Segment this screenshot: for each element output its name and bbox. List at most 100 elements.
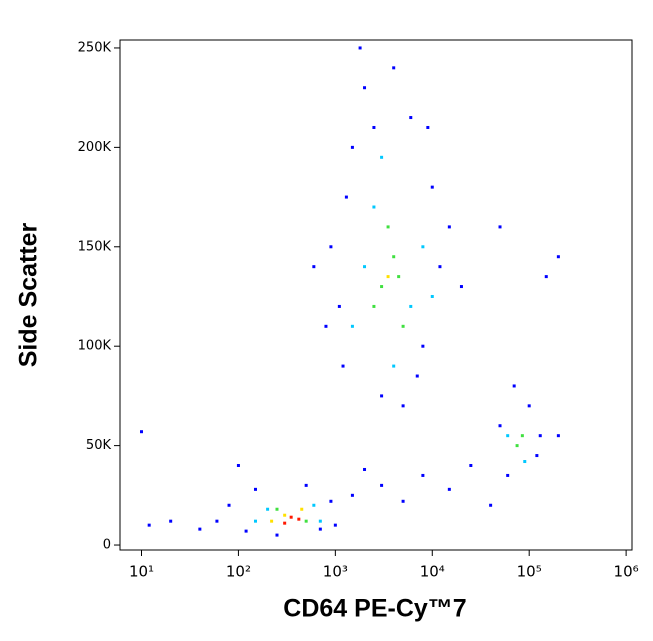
point bbox=[304, 483, 308, 487]
point bbox=[297, 517, 301, 521]
point bbox=[363, 467, 367, 471]
point bbox=[227, 503, 231, 507]
point bbox=[253, 519, 257, 523]
point bbox=[300, 507, 304, 511]
point bbox=[363, 86, 367, 90]
point bbox=[372, 205, 376, 209]
point bbox=[523, 460, 527, 464]
point bbox=[544, 275, 548, 279]
point bbox=[397, 275, 401, 279]
point bbox=[318, 519, 322, 523]
point bbox=[489, 503, 493, 507]
point bbox=[312, 265, 316, 269]
point bbox=[324, 324, 328, 328]
point bbox=[401, 499, 405, 503]
point bbox=[438, 265, 442, 269]
y-axis-title: Side Scatter bbox=[15, 222, 43, 367]
point bbox=[236, 463, 240, 467]
point bbox=[512, 384, 516, 388]
point bbox=[515, 444, 519, 448]
point bbox=[169, 519, 173, 523]
point bbox=[350, 493, 354, 497]
point bbox=[426, 125, 430, 129]
point bbox=[283, 513, 287, 517]
point bbox=[253, 487, 257, 491]
point bbox=[215, 519, 219, 523]
point bbox=[421, 344, 425, 348]
point bbox=[380, 394, 384, 398]
point bbox=[538, 434, 542, 438]
point bbox=[409, 116, 413, 120]
point bbox=[266, 507, 270, 511]
point bbox=[386, 225, 390, 229]
point bbox=[556, 255, 560, 259]
point bbox=[392, 255, 396, 259]
point bbox=[421, 473, 425, 477]
point bbox=[527, 404, 531, 408]
point bbox=[363, 265, 367, 269]
point bbox=[304, 519, 308, 523]
x-tick-label: 10¹ bbox=[129, 563, 154, 581]
point bbox=[415, 374, 419, 378]
point bbox=[409, 304, 413, 308]
point bbox=[556, 434, 560, 438]
point bbox=[198, 527, 202, 531]
x-tick-label: 10² bbox=[226, 563, 251, 581]
y-tick-label: 50K bbox=[86, 438, 112, 453]
x-tick-label: 10⁴ bbox=[420, 563, 445, 581]
point bbox=[506, 434, 510, 438]
point bbox=[392, 364, 396, 368]
point bbox=[401, 324, 405, 328]
point bbox=[447, 225, 451, 229]
x-tick-label: 10⁵ bbox=[517, 563, 542, 581]
point bbox=[459, 285, 463, 289]
y-tick-label: 200K bbox=[78, 140, 112, 155]
point bbox=[380, 285, 384, 289]
point bbox=[289, 515, 293, 519]
point bbox=[506, 473, 510, 477]
point bbox=[535, 454, 539, 458]
y-tick-label: 0 bbox=[103, 538, 111, 553]
y-tick-label: 100K bbox=[78, 339, 112, 354]
point bbox=[270, 519, 274, 523]
point bbox=[283, 521, 287, 525]
point bbox=[380, 483, 384, 487]
point bbox=[341, 364, 345, 368]
point bbox=[430, 185, 434, 189]
point bbox=[350, 145, 354, 149]
point bbox=[275, 533, 279, 537]
point bbox=[140, 430, 144, 434]
point bbox=[469, 463, 473, 467]
point bbox=[380, 155, 384, 159]
point bbox=[337, 304, 341, 308]
point bbox=[147, 523, 151, 527]
point bbox=[520, 434, 524, 438]
point bbox=[275, 507, 279, 511]
point bbox=[498, 225, 502, 229]
point bbox=[430, 294, 434, 298]
x-tick-label: 10³ bbox=[323, 563, 348, 581]
point bbox=[358, 46, 362, 50]
y-tick-label: 250K bbox=[78, 40, 112, 55]
point bbox=[392, 66, 396, 70]
point bbox=[329, 245, 333, 249]
point bbox=[386, 275, 390, 279]
point bbox=[498, 424, 502, 428]
point bbox=[244, 529, 248, 533]
point bbox=[447, 487, 451, 491]
point bbox=[372, 304, 376, 308]
point bbox=[329, 499, 333, 503]
point bbox=[344, 195, 348, 199]
point bbox=[372, 125, 376, 129]
point bbox=[350, 324, 354, 328]
x-tick-label: 10⁶ bbox=[614, 563, 639, 581]
plot-frame bbox=[119, 39, 633, 551]
point bbox=[333, 523, 337, 527]
point bbox=[401, 404, 405, 408]
x-axis-title: CD64 PE-Cy™7 bbox=[283, 595, 466, 623]
point bbox=[312, 503, 316, 507]
point bbox=[421, 245, 425, 249]
y-tick-label: 150K bbox=[78, 239, 112, 254]
point bbox=[318, 527, 322, 531]
